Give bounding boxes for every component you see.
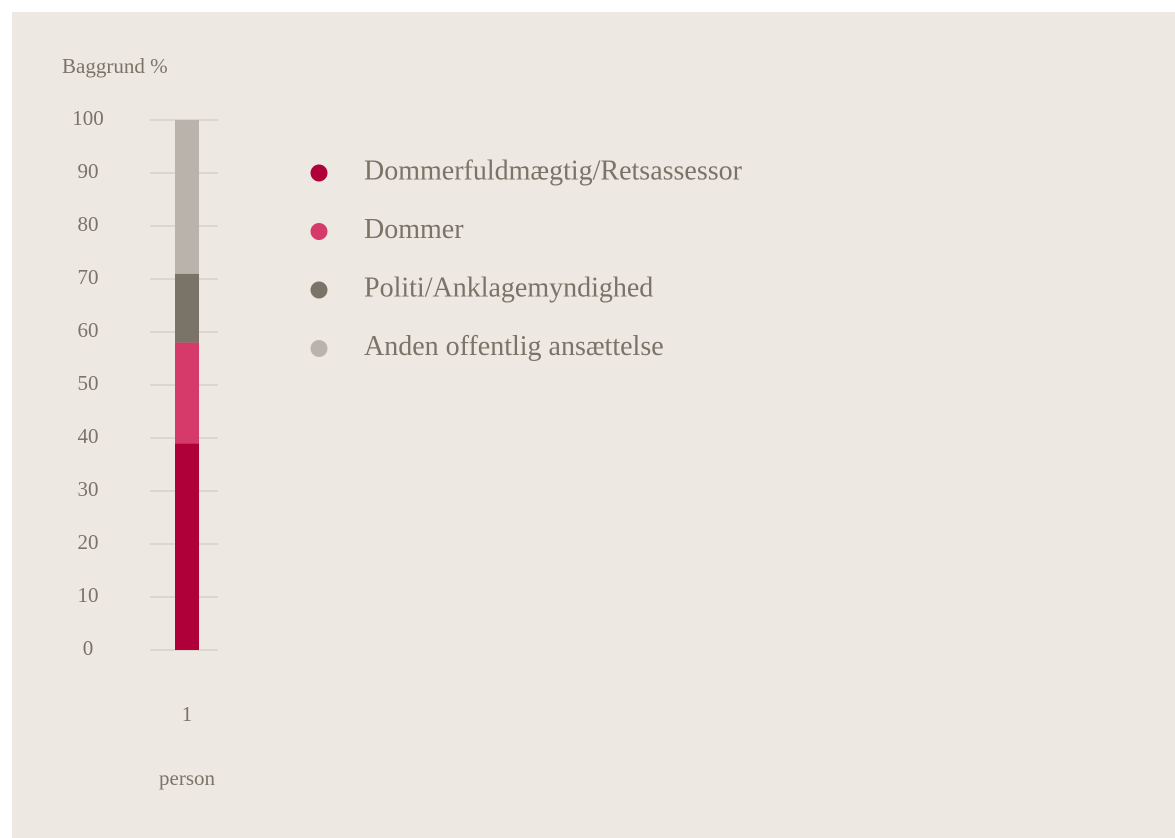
bar-segment xyxy=(175,120,199,274)
bar-segment xyxy=(175,342,199,444)
legend-label: Dommer xyxy=(364,214,464,245)
y-tick-label: 0 xyxy=(83,636,94,660)
legend-label: Politi/Anklagemyndighed xyxy=(364,272,653,303)
y-tick-label: 70 xyxy=(78,265,99,289)
y-tick-label: 80 xyxy=(78,212,99,236)
y-tick-label: 10 xyxy=(78,583,99,607)
y-tick-label: 20 xyxy=(78,530,99,554)
y-axis-label: Baggrund % xyxy=(62,54,168,78)
x-axis-label: person xyxy=(159,766,215,790)
y-tick-label: 60 xyxy=(78,318,99,342)
legend-label: Dommerfuldmægtig/Retsassessor xyxy=(364,155,743,186)
legend-label: Anden offentlig ansættelse xyxy=(364,331,664,362)
x-tick-label: 1 xyxy=(182,702,193,726)
bar-segment xyxy=(175,273,199,343)
y-tick-label: 90 xyxy=(78,159,99,183)
legend-marker xyxy=(310,223,328,240)
bar-segment xyxy=(175,443,199,650)
legend-marker xyxy=(310,281,328,299)
y-tick-label: 30 xyxy=(78,477,99,501)
y-tick-label: 40 xyxy=(78,424,99,448)
legend-marker xyxy=(310,164,328,182)
panel xyxy=(12,12,1175,838)
y-tick-label: 50 xyxy=(78,371,99,395)
y-tick-label: 100 xyxy=(72,106,104,130)
legend-marker xyxy=(310,340,328,357)
